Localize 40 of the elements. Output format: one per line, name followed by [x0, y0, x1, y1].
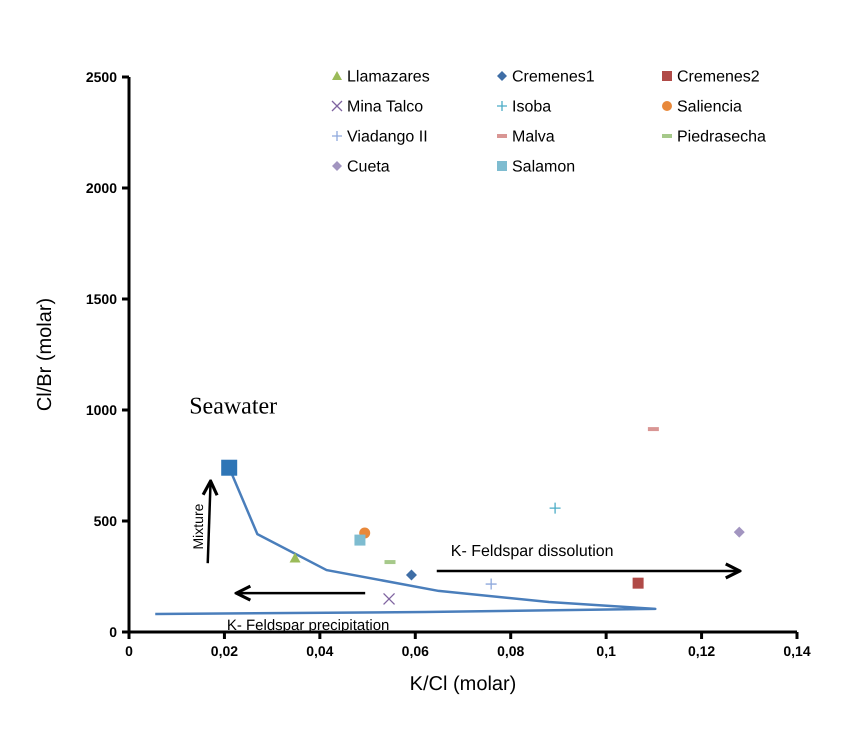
- legend-label: Viadango II: [347, 128, 428, 146]
- y-tick-label: 500: [94, 512, 118, 529]
- legend-label: Cremenes1: [512, 68, 595, 86]
- legend-label: Piedrasecha: [677, 128, 766, 146]
- x-tick-label: 0,12: [688, 643, 716, 659]
- annotation: Mixture: [190, 503, 206, 550]
- x-tick-label: 0,14: [783, 643, 811, 659]
- x-tick-label: 0,04: [306, 643, 334, 659]
- point: [485, 578, 498, 590]
- y-tick-label: 0: [109, 624, 118, 640]
- point: [290, 552, 301, 562]
- point: [734, 526, 745, 538]
- x-tick-label: 0,06: [402, 643, 430, 659]
- legend-label: Cremenes2: [677, 68, 760, 86]
- point: [632, 578, 644, 589]
- annotation: K- Feldspar dissolution: [450, 543, 614, 560]
- y-tick-label: 1000: [86, 402, 118, 418]
- point: [406, 569, 417, 580]
- point: [354, 534, 366, 546]
- legend-label: Cueta: [347, 158, 390, 176]
- legend-label: Salamon: [512, 158, 576, 176]
- x-axis-title: K/Cl (molar): [410, 673, 516, 695]
- annotation: Seawater: [189, 394, 278, 420]
- y-tick-label: 2500: [86, 68, 118, 85]
- x-tick-label: 0,1: [596, 643, 616, 659]
- legend-label: Saliencia: [677, 98, 742, 116]
- y-tick-label: 1500: [86, 290, 118, 307]
- point: [382, 592, 396, 606]
- legend-label: Isoba: [512, 98, 552, 116]
- legend-label: Mina Talco: [347, 98, 424, 116]
- x-tick-label: 0,08: [497, 643, 525, 659]
- legend-label: Malva: [512, 128, 555, 146]
- legend-label: Llamazares: [347, 68, 430, 86]
- point: [221, 460, 238, 476]
- point: [548, 502, 562, 514]
- x-tick-label: 0: [125, 643, 134, 659]
- y-axis-title: Cl/Br (molar): [34, 298, 56, 412]
- y-tick-label: 2000: [86, 180, 118, 196]
- annotation: K- Feldspar precipitation: [226, 617, 390, 634]
- x-tick-label: 0,02: [210, 643, 238, 659]
